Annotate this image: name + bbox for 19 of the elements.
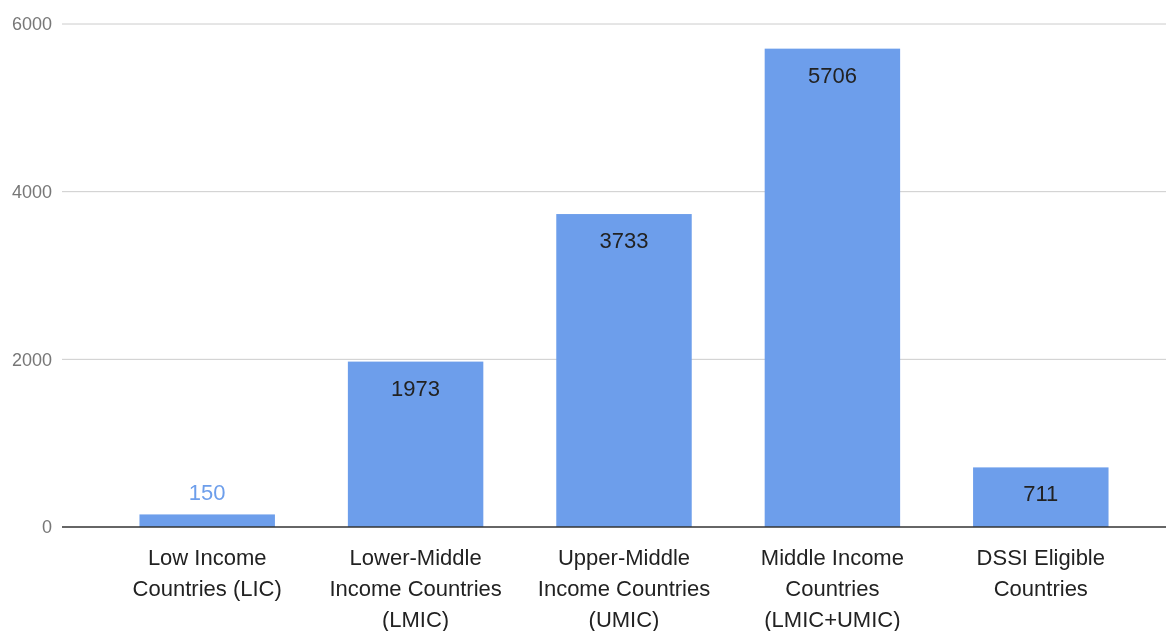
- bar: [764, 48, 901, 527]
- x-tick-label: DSSI Eligible Countries: [976, 545, 1105, 601]
- data-label: 150: [188, 480, 226, 506]
- x-tick-label: Lower-Middle Income Countries (LMIC): [329, 545, 502, 631]
- bar: [973, 467, 1109, 527]
- data-label: 5706: [807, 62, 857, 88]
- x-tick-label: Middle Income Countries (LMIC+UMIC): [760, 545, 904, 631]
- y-tick-label: 0: [41, 517, 52, 538]
- y-tick-label: 2000: [11, 349, 52, 370]
- bar: [139, 514, 275, 527]
- bar: [556, 214, 692, 527]
- data-label: 1973: [391, 375, 441, 401]
- data-label: 3733: [599, 228, 649, 254]
- bar: [347, 361, 484, 527]
- x-tick-label: Low Income Countries (LIC): [132, 545, 282, 601]
- y-tick-label: 6000: [11, 14, 52, 35]
- x-tick-label: Upper-Middle Income Countries (UMIC): [537, 545, 711, 631]
- data-label: 711: [1023, 481, 1059, 507]
- y-tick-label: 4000: [11, 181, 52, 202]
